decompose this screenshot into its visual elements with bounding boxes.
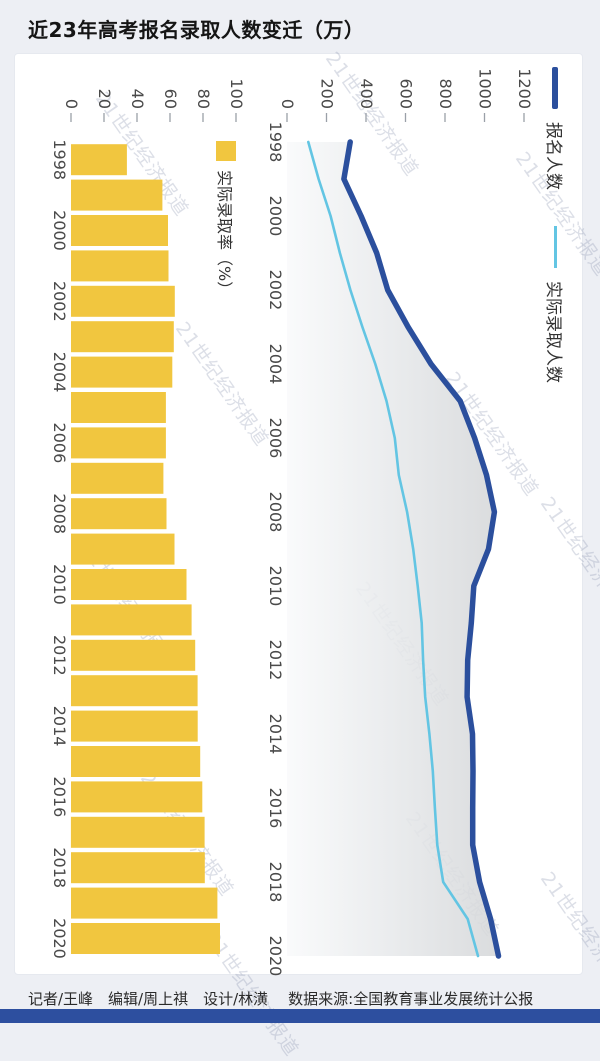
line-year-label: 2010 <box>266 566 285 607</box>
bottom-accent-bar <box>0 1009 600 1023</box>
applicants-line-sample-icon <box>552 67 559 109</box>
rate-bar <box>71 569 187 600</box>
line-year-label: 2000 <box>266 196 285 237</box>
rate-bar <box>70 285 175 317</box>
line-axis-tick-label: 600 <box>397 78 416 109</box>
rate-bar <box>71 923 220 954</box>
bar-axis-tick-label: 20 <box>95 89 114 109</box>
line-axis-tick-label: 0 <box>278 99 297 109</box>
line-year-label: 1998 <box>266 122 285 163</box>
admitted-line <box>306 140 480 958</box>
bar-axis-tick-label: 40 <box>128 89 147 109</box>
rate-bar <box>71 639 196 671</box>
line-axis-tick-label: 400 <box>357 78 376 109</box>
line-year-label: 2014 <box>266 714 285 755</box>
bar-year-label: 1998 <box>50 139 69 180</box>
legend-label-admitted: 实际录取人数 <box>543 281 563 383</box>
line-year-label: 2018 <box>266 862 285 903</box>
line-axis-tick-label: 1200 <box>515 68 534 109</box>
bar-year-label: 2018 <box>50 847 69 888</box>
footer-credits: 记者/王峰 编辑/周上祺 设计/林潢 <box>28 990 269 1008</box>
rate-bar <box>70 321 174 353</box>
rate-bar <box>71 498 167 530</box>
line-axis-tick-label: 1000 <box>476 68 495 109</box>
applicants-line <box>341 139 502 959</box>
footer: 记者/王峰 编辑/周上祺 设计/林潢 数据来源:全国教育事业发展统计公报 <box>28 988 533 1009</box>
rate-bar <box>70 179 163 211</box>
chart-card: 0 200 400 600 800 1000 1200 0 20 40 60 80 100 1998 199… <box>14 53 583 976</box>
bar-year-label: 2020 <box>50 918 69 959</box>
rate-bar <box>70 392 166 423</box>
bar-year-label: 2008 <box>50 493 69 534</box>
bar-axis-tick-label: 80 <box>194 89 213 109</box>
bar-chart-legend: 实际录取率（%） <box>214 141 238 297</box>
bar-year-label: 2016 <box>50 777 69 818</box>
applicants-area-fill <box>287 142 499 956</box>
rate-bar-swatch-icon <box>216 141 236 161</box>
rate-bar <box>70 356 173 388</box>
line-axis-tick-label: 800 <box>436 78 455 109</box>
line-year-label: 2006 <box>266 418 285 459</box>
bar-year-label: 2004 <box>50 352 69 393</box>
rate-bar <box>70 427 166 459</box>
rate-bar <box>71 250 169 282</box>
legend-label-rate: 实际录取率（%） <box>215 170 234 298</box>
legend-item-applicants: 报名人数 <box>543 67 568 190</box>
rate-bar <box>71 675 198 707</box>
line-chart-legend: 报名人数 实际录取人数 <box>543 67 568 383</box>
line-year-label: 2004 <box>266 344 285 385</box>
legend-item-admitted: 实际录取人数 <box>543 226 568 383</box>
legend-label-applicants: 报名人数 <box>543 122 563 190</box>
bar-year-label: 2012 <box>50 635 69 676</box>
rate-bar <box>71 604 192 636</box>
line-year-label: 2020 <box>266 936 285 976</box>
rate-bar <box>70 852 205 884</box>
bar-axis-tick-label: 60 <box>161 89 180 109</box>
page-title: 近23年高考报名录取人数变迁（万） <box>28 18 365 42</box>
bar-year-label: 2006 <box>50 423 69 464</box>
rate-bar <box>71 887 218 919</box>
rate-bar <box>71 533 175 565</box>
bar-year-label: 2014 <box>50 706 69 747</box>
line-year-label: 2008 <box>266 492 285 533</box>
bar-axis-tick-label: 100 <box>227 78 246 109</box>
dual-panel-chart: 0 200 400 600 800 1000 1200 0 20 40 60 80 100 1998 199… <box>50 68 534 976</box>
admitted-line-sample-icon <box>554 226 557 268</box>
line-year-label: 2012 <box>266 640 285 681</box>
rate-bar <box>70 781 203 813</box>
rate-bar <box>71 746 201 777</box>
line-axis-tick-label: 200 <box>318 78 337 109</box>
rate-bar <box>71 710 198 742</box>
bar-year-label: 2002 <box>50 281 69 322</box>
rotated-chart-canvas: 0 200 400 600 800 1000 1200 0 20 40 60 80 100 1998 199… <box>16 54 582 976</box>
rate-bar <box>71 215 168 246</box>
rate-bar <box>70 144 127 176</box>
bar-year-label: 2010 <box>50 564 69 605</box>
footer-source: 数据来源:全国教育事业发展统计公报 <box>288 990 534 1008</box>
line-year-label: 2016 <box>266 788 285 829</box>
bar-axis-tick-label: 0 <box>62 99 81 109</box>
line-year-label: 2002 <box>266 270 285 311</box>
bar-year-label: 2000 <box>50 210 69 251</box>
rate-bar <box>70 462 164 494</box>
rate-bar <box>70 816 205 848</box>
